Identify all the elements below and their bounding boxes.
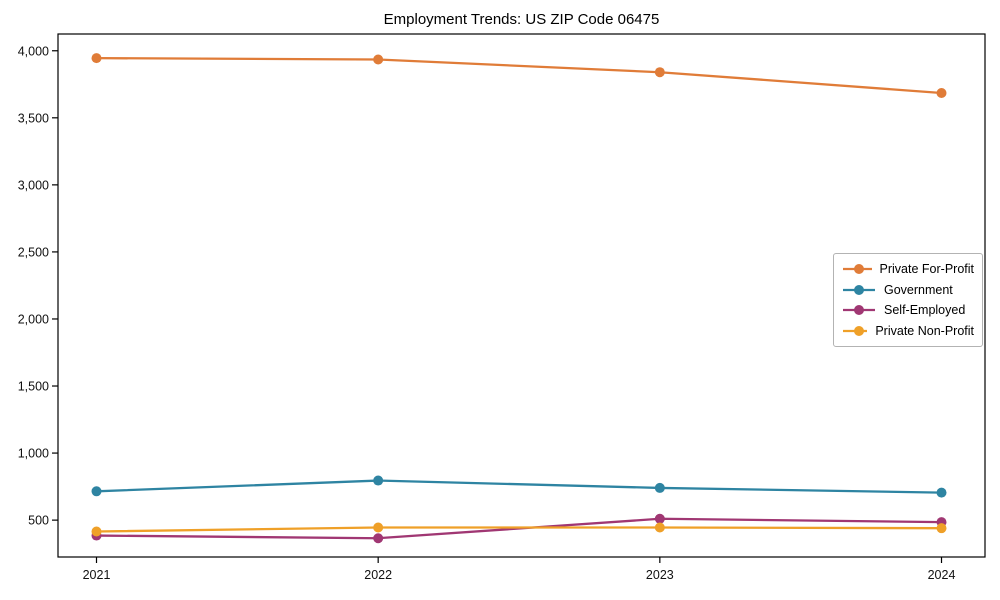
legend-item-private-non-profit: Private Non-Profit <box>842 323 974 338</box>
plot-border <box>57 33 986 558</box>
legend-label: Private Non-Profit <box>875 323 974 338</box>
data-point-government <box>91 486 102 497</box>
legend-marker-private-non-profit <box>843 325 868 336</box>
data-point-self-employed <box>654 513 665 524</box>
series-line-government <box>96 479 942 494</box>
data-point-private-non-profit <box>373 522 384 533</box>
data-point-government <box>936 487 947 498</box>
data-point-private-for-profit <box>91 53 102 64</box>
data-point-government <box>373 475 384 486</box>
legend-item-self-employed: Self-Employed <box>842 304 974 317</box>
data-point-government <box>654 482 665 493</box>
legend-item-government: Government <box>842 282 974 297</box>
legend-item-private-for-profit: Private For-Profit <box>842 263 974 276</box>
legend-marker-private-for-profit <box>843 264 872 275</box>
data-point-private-non-profit <box>654 522 665 533</box>
legend-label: Government <box>884 282 953 297</box>
x-tick-label: 2021 <box>83 568 111 582</box>
data-point-private-non-profit <box>91 526 102 537</box>
y-tick-label: 3,500 <box>18 111 49 125</box>
data-point-private-for-profit <box>654 67 665 78</box>
x-tick-label: 2024 <box>928 568 956 582</box>
y-tick-label: 1,000 <box>18 447 49 461</box>
data-point-private-for-profit <box>373 54 384 65</box>
y-tick-label: 500 <box>28 514 49 528</box>
legend-label: Private For-Profit <box>879 262 974 276</box>
data-point-private-non-profit <box>936 523 947 534</box>
x-tick-label: 2022 <box>364 568 392 582</box>
x-tick-label: 2023 <box>646 568 674 582</box>
legend-marker-government <box>843 284 875 295</box>
series-line-private-for-profit <box>96 56 942 95</box>
legend-marker-self-employed <box>843 305 875 316</box>
y-tick-label: 2,000 <box>18 312 49 326</box>
y-tick-label: 1,500 <box>18 380 49 394</box>
data-point-private-for-profit <box>936 88 947 99</box>
y-tick-label: 3,000 <box>18 178 49 192</box>
legend-label: Self-Employed <box>884 303 966 317</box>
series-line-private-non-profit <box>96 526 942 533</box>
data-point-self-employed <box>373 533 384 544</box>
y-tick-label: 4,000 <box>18 44 49 58</box>
y-tick-label: 2,500 <box>18 245 49 259</box>
chart-title: Employment Trends: US ZIP Code 06475 <box>383 11 660 28</box>
chart-legend: Private For-Profit Government Self-Employe… <box>833 253 983 347</box>
